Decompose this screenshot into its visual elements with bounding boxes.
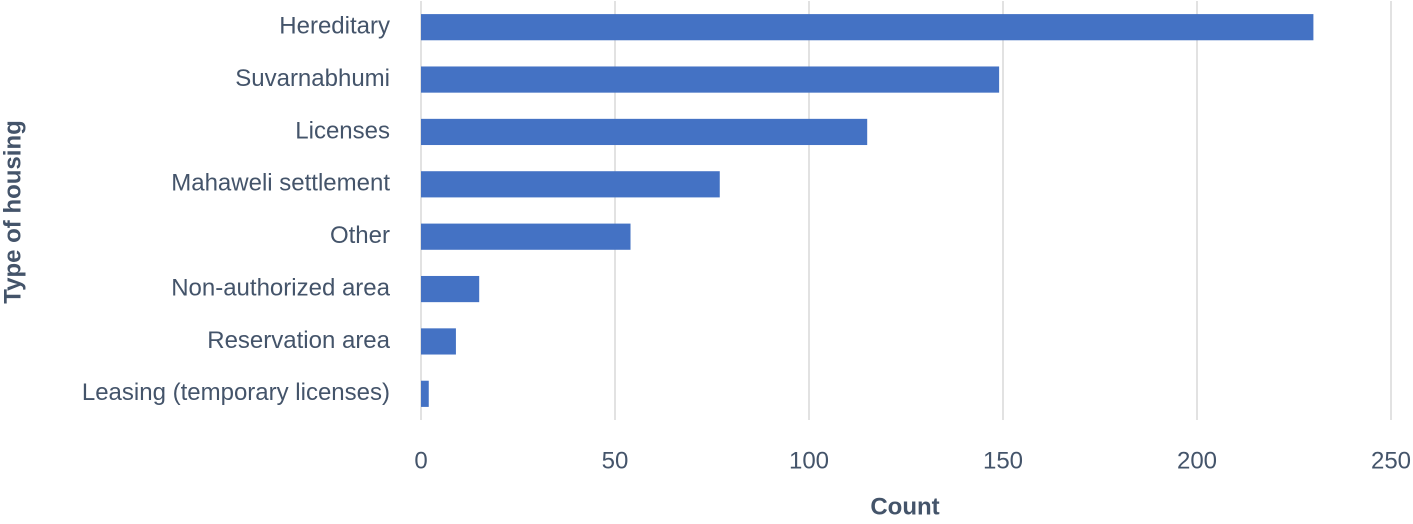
y-tick-label: Non-authorized area: [171, 274, 390, 301]
bar: [421, 380, 429, 407]
bar: [421, 14, 1314, 41]
bars: [421, 14, 1314, 407]
x-tick-label: 200: [1177, 447, 1217, 474]
grid: [420, 1, 1392, 420]
x-axis-title: Count: [870, 493, 939, 519]
y-tick-label: Mahaweli settlement: [171, 170, 390, 197]
y-tick-label: Hereditary: [279, 13, 390, 40]
bar: [421, 223, 631, 250]
bar: [421, 118, 868, 146]
y-tick-label: Suvarnabhumi: [235, 65, 390, 92]
bar: [421, 328, 456, 355]
y-tick-label: Reservation area: [207, 327, 390, 354]
y-tick-label: Other: [330, 222, 390, 249]
x-tick-label: 50: [602, 447, 629, 474]
bar: [421, 275, 480, 303]
x-tick-label: 100: [789, 447, 829, 474]
y-tick-label: Licenses: [295, 117, 390, 144]
y-axis-title: Type of housing: [0, 120, 26, 304]
x-tick-label: 150: [983, 447, 1023, 474]
y-tick-label: Leasing (temporary licenses): [82, 379, 390, 406]
bar: [421, 171, 720, 198]
x-tick-label: 250: [1371, 447, 1411, 474]
bar: [421, 66, 1000, 93]
x-tick-label: 0: [414, 447, 427, 474]
